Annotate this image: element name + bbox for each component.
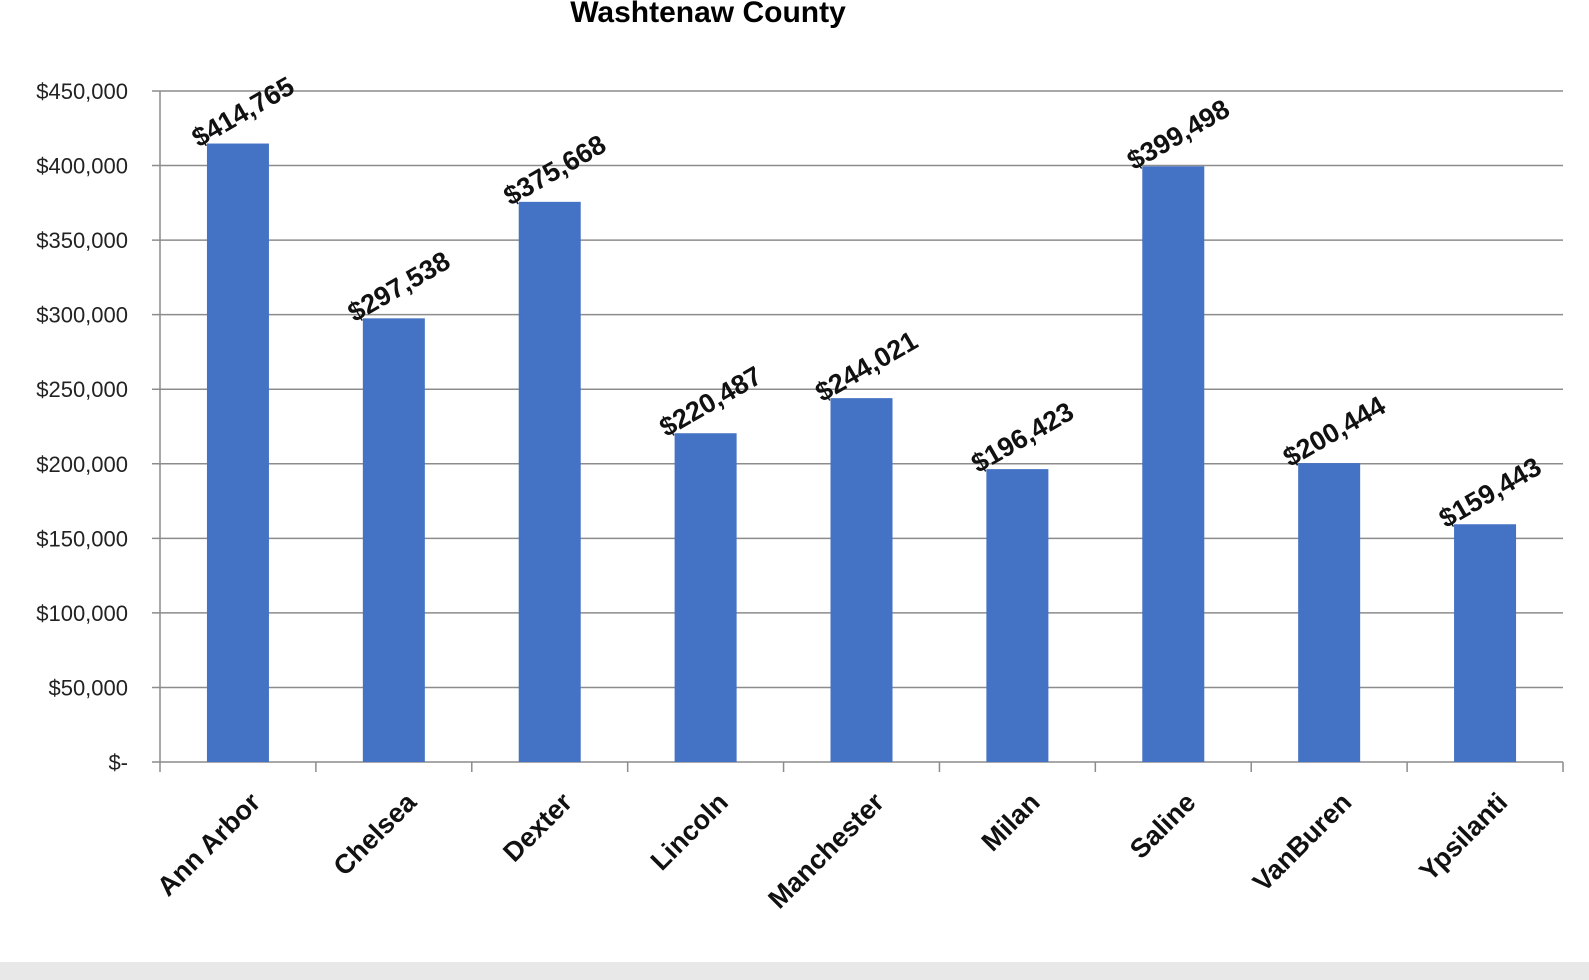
bar — [986, 469, 1049, 762]
data-label: $297,538 — [343, 246, 456, 328]
bars — [206, 143, 1517, 763]
bar — [674, 433, 737, 762]
x-tick-label: VanBuren — [1247, 787, 1357, 897]
y-tick-label: $150,000 — [36, 526, 128, 551]
bar — [206, 143, 269, 762]
y-tick-label: $200,000 — [36, 452, 128, 477]
y-tick-label: $50,000 — [48, 675, 128, 700]
bar — [1298, 463, 1361, 762]
bottom-border — [0, 962, 1589, 980]
chart-title: Washtenaw County — [570, 0, 846, 29]
y-tick-label: $400,000 — [36, 154, 128, 179]
bar — [830, 398, 893, 762]
data-label: $244,021 — [810, 325, 923, 407]
y-tick-label: $300,000 — [36, 303, 128, 328]
x-tick-label: Chelsea — [328, 786, 423, 881]
data-label: $196,423 — [966, 396, 1079, 478]
bar — [1454, 524, 1517, 762]
x-tick-label: Dexter — [497, 787, 578, 868]
y-tick-label: $250,000 — [36, 377, 128, 402]
x-tick-label: Manchester — [762, 787, 890, 915]
x-tick-label: Milan — [976, 787, 1046, 857]
x-tick-label: Ypsilanti — [1414, 787, 1514, 887]
x-tick-label: Ann Arbor — [151, 787, 266, 902]
x-tick-label: Lincoln — [645, 787, 734, 876]
data-label: $414,765 — [187, 71, 300, 153]
bar — [362, 318, 425, 762]
data-label: $375,668 — [499, 129, 612, 211]
y-tick-label: $450,000 — [36, 79, 128, 104]
bar — [518, 201, 581, 762]
data-label: $220,487 — [654, 360, 767, 442]
y-tick-label: $100,000 — [36, 601, 128, 626]
x-tick-label: Saline — [1124, 787, 1201, 864]
y-tick-label: $350,000 — [36, 228, 128, 253]
y-tick-label: $- — [108, 750, 128, 775]
y-axis-ticks: $- $50,000 $100,000 $150,000 $200,000 $250,00… — [36, 79, 128, 775]
bar — [1142, 166, 1205, 763]
data-label: $399,498 — [1122, 94, 1235, 176]
data-label: $200,444 — [1278, 390, 1391, 472]
x-axis-ticks: Ann Arbor Chelsea Dexter Lincoln Manchester M… — [151, 786, 1513, 914]
